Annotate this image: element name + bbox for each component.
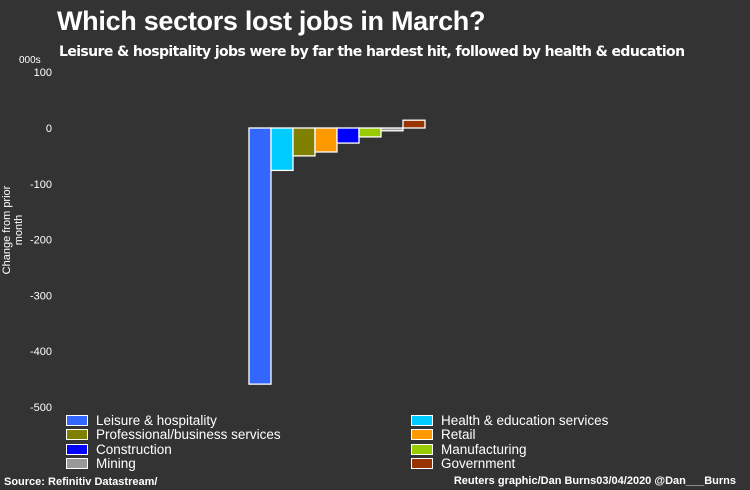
bar-health-education-services <box>270 127 294 172</box>
legend-label: Health & education services <box>441 412 609 428</box>
legend-item: Government <box>411 456 666 472</box>
legend-swatch <box>66 458 88 470</box>
legend-label: Professional/business services <box>96 427 281 443</box>
legend-swatch <box>411 443 433 455</box>
legend-item: Professional/business services <box>66 427 411 443</box>
legend-label: Manufacturing <box>441 441 527 457</box>
legend-swatch <box>411 414 433 426</box>
legend-swatch <box>66 414 88 426</box>
bar-manufacturing <box>358 127 382 138</box>
legend-label: Retail <box>441 427 476 443</box>
y-tick-label: -200 <box>30 235 52 247</box>
bar-government <box>402 119 426 129</box>
y-unit-label: 000s <box>19 55 41 66</box>
bar-mining <box>380 127 404 132</box>
y-tick-label: -500 <box>30 402 52 414</box>
y-tick-label: -400 <box>30 346 52 358</box>
source-note: Source: Refinitiv Datastream/ <box>4 476 158 488</box>
legend-swatch <box>66 429 88 441</box>
legend-item: Retail <box>411 427 666 443</box>
bar-professional-business-services <box>292 127 316 157</box>
legend-label: Mining <box>96 456 136 472</box>
y-tick-label: 100 <box>34 67 52 79</box>
legend-label: Government <box>441 456 516 472</box>
legend-item: Construction <box>66 442 411 457</box>
legend-label: Construction <box>96 441 172 457</box>
chart-subtitle: Leisure & hospitality jobs were by far t… <box>59 44 685 60</box>
y-tick-label: -100 <box>30 179 52 191</box>
legend: Leisure & hospitality Health & education … <box>66 413 666 471</box>
legend-swatch <box>411 458 433 470</box>
credit-note: Reuters graphic/Dan Burns03/04/2020 @Dan… <box>453 475 736 487</box>
legend-swatch <box>411 429 433 441</box>
bar-retail <box>314 127 338 153</box>
y-tick-label: -300 <box>30 290 52 302</box>
legend-label: Leisure & hospitality <box>96 412 217 428</box>
legend-item: Health & education services <box>411 413 666 428</box>
legend-item: Mining <box>66 456 411 472</box>
legend-swatch <box>66 443 88 455</box>
chart-title: Which sectors lost jobs in March? <box>57 6 486 36</box>
bar-leisure-hospitality <box>248 127 272 385</box>
legend-item: Manufacturing <box>411 442 666 457</box>
y-tick-label: 0 <box>46 123 52 135</box>
bar-construction <box>336 127 360 144</box>
legend-item: Leisure & hospitality <box>66 413 411 428</box>
